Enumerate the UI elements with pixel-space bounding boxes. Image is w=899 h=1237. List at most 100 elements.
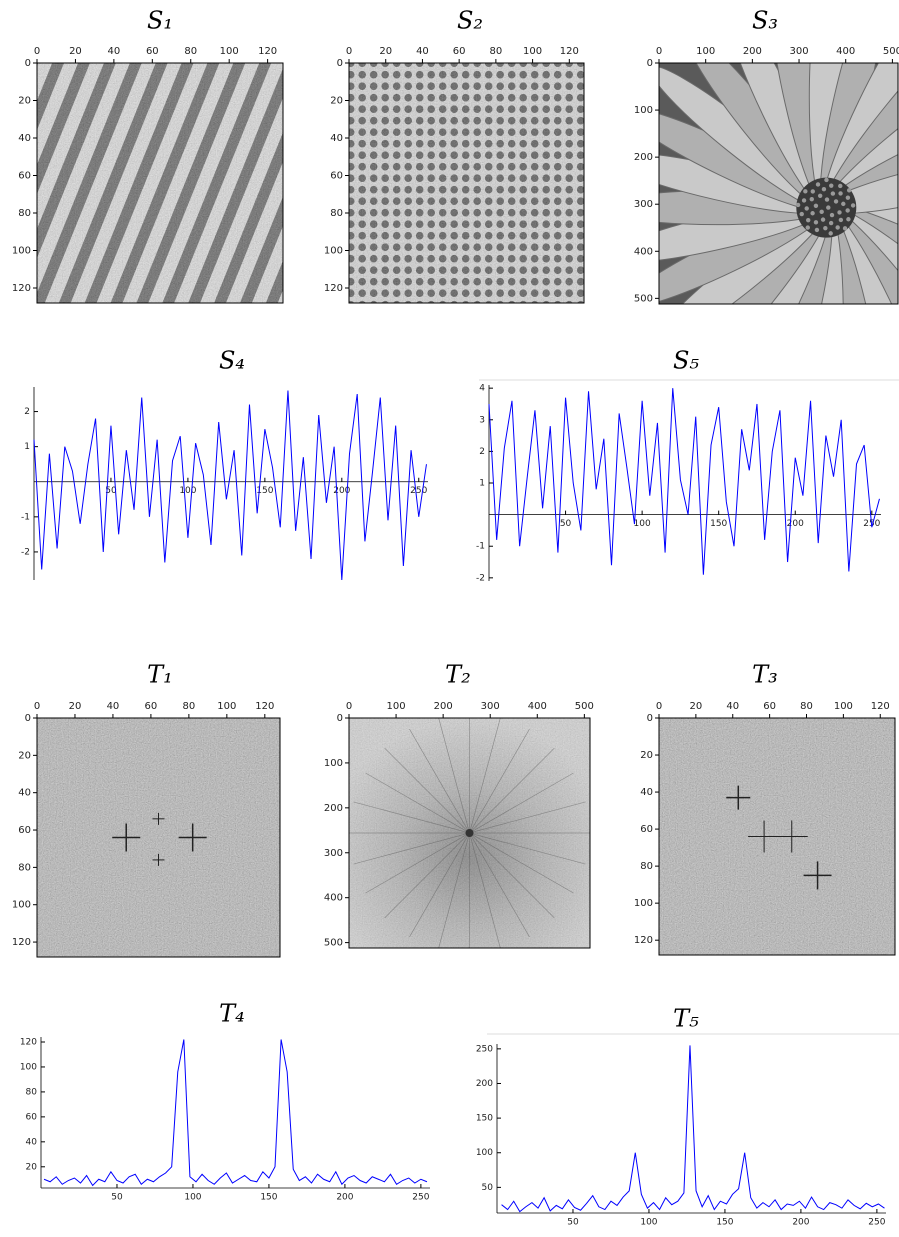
x-tick-label: 0 — [346, 46, 352, 57]
y-tick-label: 300 — [634, 199, 653, 210]
x-tick-label: 0 — [656, 701, 662, 712]
x-tick-label: 80 — [183, 701, 196, 712]
signal-line — [33, 390, 427, 581]
y-tick-label: -2 — [21, 547, 30, 557]
seed — [805, 225, 810, 230]
y-tick-label: 40 — [330, 133, 343, 144]
y-tick-label: 40 — [18, 788, 31, 799]
chart-title: S₄ — [219, 347, 245, 375]
image-content — [37, 718, 280, 957]
image-noise — [349, 63, 584, 303]
seed — [846, 217, 851, 222]
y-tick-label: 20 — [18, 96, 31, 107]
y-tick-label: 0 — [647, 713, 653, 724]
y-tick-label: 100 — [20, 1062, 37, 1072]
x-tick-label: 120 — [560, 46, 579, 57]
chart-title: T₅ — [673, 1005, 699, 1033]
x-tick-label: 100 — [220, 46, 239, 57]
x-tick-label: 100 — [696, 46, 715, 57]
seed — [814, 227, 820, 233]
y-tick-label: 100 — [476, 1148, 493, 1158]
y-tick-label: 120 — [12, 283, 31, 294]
x-tick-label: 100 — [640, 1218, 657, 1228]
y-tick-label: 150 — [476, 1114, 493, 1124]
x-tick-label: 100 — [217, 701, 236, 712]
y-tick-label: 60 — [26, 1112, 38, 1122]
y-tick-label: 4 — [479, 384, 485, 394]
seed — [799, 211, 804, 217]
y-tick-label: 20 — [26, 1162, 38, 1172]
x-tick-label: 40 — [416, 46, 429, 57]
seed — [841, 201, 846, 207]
x-tick-label: 500 — [575, 701, 594, 712]
seed — [838, 191, 843, 196]
seed — [838, 183, 843, 189]
y-tick-label: 40 — [26, 1137, 38, 1147]
x-tick-label: 50 — [567, 1218, 579, 1228]
x-tick-label: 100 — [184, 1193, 201, 1203]
y-tick-label: 80 — [330, 208, 343, 219]
seed — [824, 177, 829, 183]
x-tick-label: 20 — [379, 46, 392, 57]
x-tick-label: 80 — [490, 46, 503, 57]
y-tick-label: 60 — [640, 824, 653, 835]
y-tick-label: 0 — [647, 58, 653, 69]
x-tick-label: 200 — [792, 1218, 809, 1228]
x-tick-label: 200 — [787, 519, 804, 529]
y-tick-label: 3 — [479, 415, 485, 425]
y-tick-label: 80 — [18, 208, 31, 219]
y-tick-label: 500 — [324, 938, 343, 949]
y-tick-label: 120 — [324, 283, 343, 294]
image-content — [659, 718, 895, 955]
image-noise — [37, 63, 283, 303]
y-tick-label: 200 — [476, 1079, 493, 1089]
image-frame — [658, 62, 899, 305]
x-tick-label: 150 — [256, 486, 273, 496]
y-tick-label: 120 — [20, 1037, 37, 1047]
y-tick-label: 1 — [479, 479, 485, 489]
x-tick-label: 40 — [107, 701, 120, 712]
image-frame — [36, 62, 284, 304]
seed — [820, 217, 826, 222]
seed — [810, 211, 815, 216]
y-tick-label: 100 — [324, 758, 343, 769]
seed — [829, 183, 834, 188]
x-tick-label: 0 — [656, 46, 662, 57]
image-frame — [348, 717, 591, 949]
x-tick-label: 400 — [836, 46, 855, 57]
seed — [826, 205, 831, 210]
y-tick-label: 100 — [12, 900, 31, 911]
x-tick-label: 200 — [743, 46, 762, 57]
x-tick-label: 60 — [145, 701, 158, 712]
x-tick-label: 40 — [726, 701, 739, 712]
seed — [828, 220, 834, 226]
seed — [850, 203, 856, 208]
seed — [846, 188, 852, 193]
y-tick-label: 100 — [634, 105, 653, 116]
seed — [803, 189, 808, 194]
y-tick-label: 2 — [479, 447, 485, 457]
seed — [845, 208, 850, 213]
y-tick-label: -1 — [476, 542, 485, 552]
y-tick-label: 120 — [12, 937, 31, 948]
chart-title: S₅ — [673, 347, 699, 375]
x-tick-label: 20 — [69, 46, 82, 57]
image-frame — [348, 62, 585, 304]
x-tick-label: 60 — [763, 701, 776, 712]
x-tick-label: 100 — [834, 701, 853, 712]
y-tick-label: 250 — [476, 1044, 493, 1054]
seed — [838, 217, 844, 223]
x-tick-label: 150 — [710, 519, 727, 529]
y-tick-label: 200 — [324, 803, 343, 814]
seed — [817, 193, 823, 198]
seed — [804, 206, 809, 211]
seed — [813, 203, 819, 208]
image-content — [349, 718, 590, 948]
y-tick-label: 60 — [330, 171, 343, 182]
seed — [837, 210, 842, 215]
x-tick-label: 250 — [412, 1193, 429, 1203]
x-tick-label: 150 — [260, 1193, 277, 1203]
x-tick-label: 120 — [255, 701, 274, 712]
seed — [810, 189, 815, 194]
